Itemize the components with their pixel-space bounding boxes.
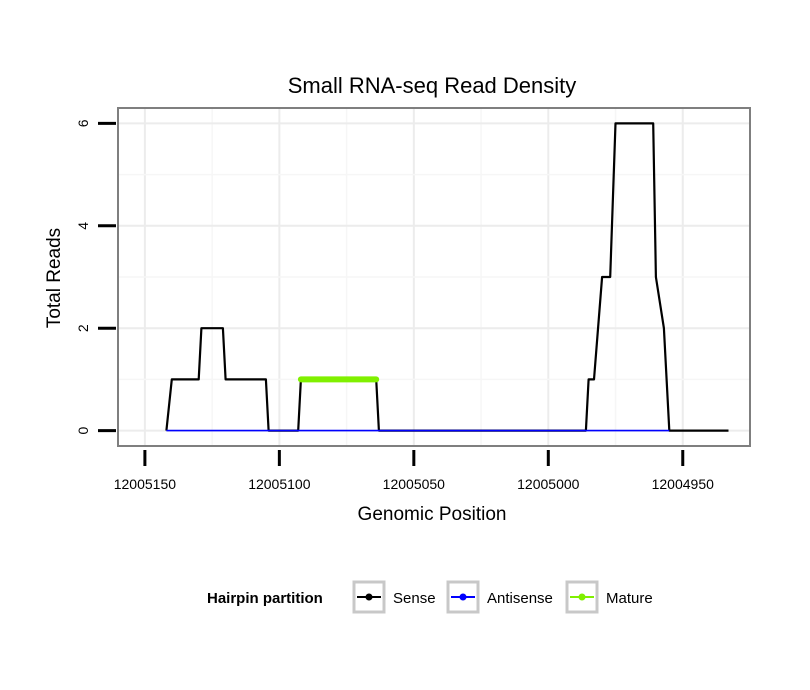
- chart-title: Small RNA-seq Read Density: [288, 73, 577, 98]
- legend-key-dot: [578, 593, 586, 601]
- x-tick-label: 12005050: [383, 476, 446, 492]
- legend-label: Mature: [606, 590, 653, 607]
- y-tick-label: 2: [75, 324, 91, 332]
- plot-panel-border: [117, 107, 751, 447]
- legend-item-sense: Sense: [352, 580, 436, 614]
- y-tick-label: 6: [75, 119, 91, 127]
- x-tick-label: 12004950: [652, 476, 715, 492]
- legend-label: Antisense: [487, 590, 553, 607]
- x-axis: 12005150 12005100 12005050 12005000 12004950: [114, 450, 714, 492]
- y-axis: 0 2 4 6: [75, 119, 116, 435]
- x-axis-title: Genomic Position: [358, 504, 507, 525]
- y-axis-title: Total Reads: [44, 228, 65, 328]
- legend-key-dot: [365, 593, 373, 601]
- legend-item-antisense: Antisense: [446, 580, 553, 614]
- legend-key-dot: [459, 593, 467, 601]
- legend: Hairpin partition Sense Antisense Mature: [207, 580, 653, 614]
- y-tick-label: 0: [75, 427, 91, 435]
- x-tick-label: 12005000: [517, 476, 580, 492]
- x-tick-label: 12005150: [114, 476, 177, 492]
- x-tick-label: 12005100: [248, 476, 311, 492]
- legend-item-mature: Mature: [565, 580, 653, 614]
- legend-label: Sense: [393, 590, 436, 607]
- legend-title: Hairpin partition: [207, 590, 323, 607]
- series-layer: [165, 122, 729, 432]
- y-tick-label: 4: [75, 222, 91, 230]
